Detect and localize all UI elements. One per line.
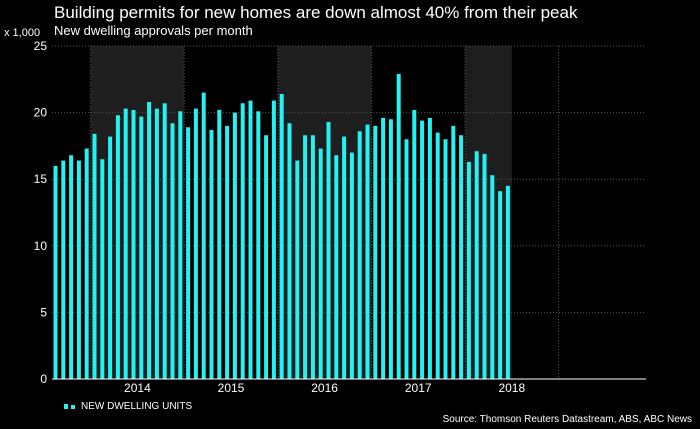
bar xyxy=(69,155,74,379)
bar xyxy=(482,153,487,379)
y-tick-label: 10 xyxy=(34,239,48,253)
bar xyxy=(474,151,479,379)
bar xyxy=(162,103,167,379)
bar xyxy=(240,103,245,379)
year-band xyxy=(90,46,185,379)
bar xyxy=(435,132,440,379)
bar xyxy=(271,100,276,379)
bar xyxy=(108,136,113,379)
legend-swatch xyxy=(64,404,75,409)
bar xyxy=(357,131,362,379)
bar xyxy=(303,135,308,379)
bar xyxy=(334,155,339,379)
bar xyxy=(217,109,222,379)
legend-label: NEW DWELLING UNITS xyxy=(81,401,193,412)
bar xyxy=(248,100,253,379)
bar xyxy=(209,129,214,379)
bar xyxy=(201,92,206,380)
bar xyxy=(264,135,269,379)
bar xyxy=(154,108,159,379)
x-tick-label: 2014 xyxy=(124,381,151,395)
y-tick-label: 5 xyxy=(40,305,47,319)
bar xyxy=(76,160,81,379)
x-tick-label: 2015 xyxy=(218,381,245,395)
bar xyxy=(139,116,144,379)
bar xyxy=(459,135,464,379)
bar xyxy=(388,119,393,379)
bar xyxy=(342,136,347,379)
bar xyxy=(295,160,300,379)
bar xyxy=(427,117,432,379)
bar xyxy=(61,160,66,379)
source-note: Source: Thomson Reuters Datastream, ABS,… xyxy=(442,414,692,425)
bar xyxy=(490,175,495,379)
bar xyxy=(365,124,370,379)
bar xyxy=(287,123,292,379)
bar xyxy=(115,115,120,379)
bar xyxy=(404,139,409,379)
y-tick-label: 25 xyxy=(34,39,48,53)
year-band xyxy=(465,46,512,379)
x-tick-label: 2018 xyxy=(498,381,525,395)
bar xyxy=(123,108,128,379)
y-tick-label: 20 xyxy=(34,106,48,120)
bar xyxy=(318,148,323,379)
bar xyxy=(225,125,230,379)
y-axis-unit-label: x 1,000 xyxy=(4,27,41,39)
bar xyxy=(443,139,448,379)
bar xyxy=(279,93,284,380)
bar xyxy=(256,111,261,379)
bar xyxy=(451,125,456,379)
bar xyxy=(349,152,354,379)
y-tick-label: 15 xyxy=(34,172,48,186)
bar xyxy=(396,73,401,380)
year-band xyxy=(277,46,372,379)
bar xyxy=(466,161,471,379)
bar xyxy=(100,159,105,379)
bar xyxy=(420,120,425,379)
bar xyxy=(84,148,89,379)
chart-title: Building permits for new homes are down … xyxy=(54,3,578,22)
bar xyxy=(381,117,386,379)
bar xyxy=(178,111,183,379)
bar xyxy=(498,191,503,379)
bar xyxy=(186,127,191,379)
x-tick-label: 2017 xyxy=(405,381,432,395)
bar xyxy=(193,108,198,379)
x-tick-label: 2016 xyxy=(311,381,338,395)
bar xyxy=(131,109,136,379)
bar xyxy=(412,109,417,379)
bar xyxy=(505,185,510,379)
bar xyxy=(147,101,152,379)
bar xyxy=(53,165,58,379)
bar xyxy=(170,123,175,379)
legend: NEW DWELLING UNITS xyxy=(64,401,192,412)
bar xyxy=(232,112,237,379)
bar xyxy=(326,121,331,379)
bar xyxy=(310,135,315,379)
y-tick-label: 0 xyxy=(40,372,47,386)
bar xyxy=(92,133,97,379)
bar xyxy=(373,125,378,379)
chart-subtitle: New dwelling approvals per month xyxy=(54,23,253,38)
